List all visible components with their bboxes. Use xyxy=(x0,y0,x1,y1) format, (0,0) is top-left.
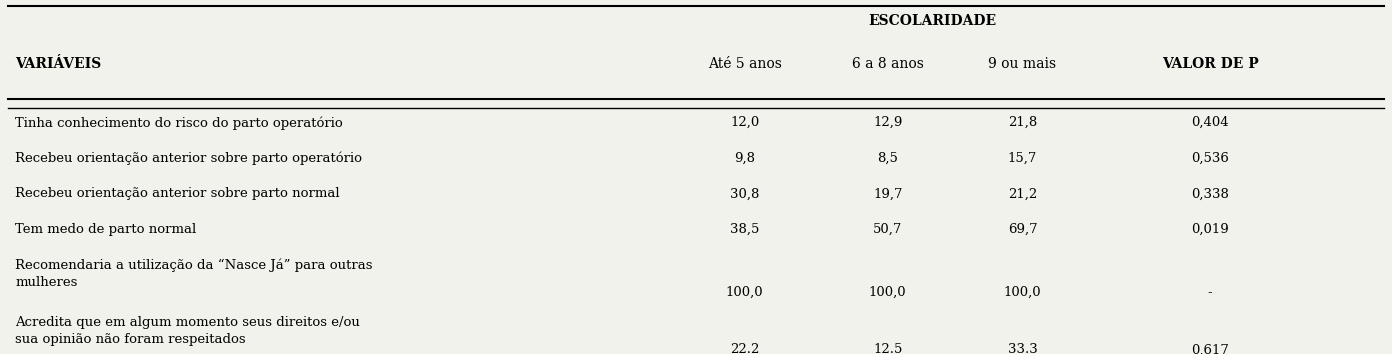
Text: 9,8: 9,8 xyxy=(734,152,754,165)
Text: Tem medo de parto normal: Tem medo de parto normal xyxy=(15,223,196,236)
Text: 0,019: 0,019 xyxy=(1192,223,1229,236)
Text: 21,2: 21,2 xyxy=(1008,188,1037,200)
Text: -: - xyxy=(1208,286,1212,299)
Text: 50,7: 50,7 xyxy=(873,223,902,236)
Text: 100,0: 100,0 xyxy=(1004,286,1041,299)
Text: 100,0: 100,0 xyxy=(725,286,763,299)
Text: Recebeu orientação anterior sobre parto normal: Recebeu orientação anterior sobre parto … xyxy=(15,188,340,200)
Text: 38,5: 38,5 xyxy=(729,223,759,236)
Text: Recebeu orientação anterior sobre parto operatório: Recebeu orientação anterior sobre parto … xyxy=(15,152,362,165)
Text: 8,5: 8,5 xyxy=(877,152,898,165)
Text: 12.5: 12.5 xyxy=(873,343,902,354)
Text: VARIÁVEIS: VARIÁVEIS xyxy=(15,57,102,71)
Text: 100,0: 100,0 xyxy=(869,286,906,299)
Text: 21,8: 21,8 xyxy=(1008,116,1037,129)
Text: 12,9: 12,9 xyxy=(873,116,902,129)
Text: 33.3: 33.3 xyxy=(1008,343,1037,354)
Text: 0,404: 0,404 xyxy=(1192,116,1229,129)
Text: 12,0: 12,0 xyxy=(729,116,759,129)
Text: ESCOLARIDADE: ESCOLARIDADE xyxy=(869,14,997,28)
Text: Acredita que em algum momento seus direitos e/ou
sua opinião não foram respeitad: Acredita que em algum momento seus direi… xyxy=(15,316,361,346)
Text: Até 5 anos: Até 5 anos xyxy=(707,57,781,71)
Text: 0,617: 0,617 xyxy=(1192,343,1229,354)
Text: 0,338: 0,338 xyxy=(1192,188,1229,200)
Text: 15,7: 15,7 xyxy=(1008,152,1037,165)
Text: 9 ou mais: 9 ou mais xyxy=(988,57,1057,71)
Text: 0,536: 0,536 xyxy=(1192,152,1229,165)
Text: 69,7: 69,7 xyxy=(1008,223,1037,236)
Text: 19,7: 19,7 xyxy=(873,188,902,200)
Text: Tinha conhecimento do risco do parto operatório: Tinha conhecimento do risco do parto ope… xyxy=(15,116,342,130)
Text: 30,8: 30,8 xyxy=(729,188,759,200)
Text: Recomendaria a utilização da “Nasce Já” para outras
mulheres: Recomendaria a utilização da “Nasce Já” … xyxy=(15,259,373,289)
Text: 22.2: 22.2 xyxy=(729,343,759,354)
Text: 6 a 8 anos: 6 a 8 anos xyxy=(852,57,924,71)
Text: VALOR DE P: VALOR DE P xyxy=(1162,57,1258,71)
